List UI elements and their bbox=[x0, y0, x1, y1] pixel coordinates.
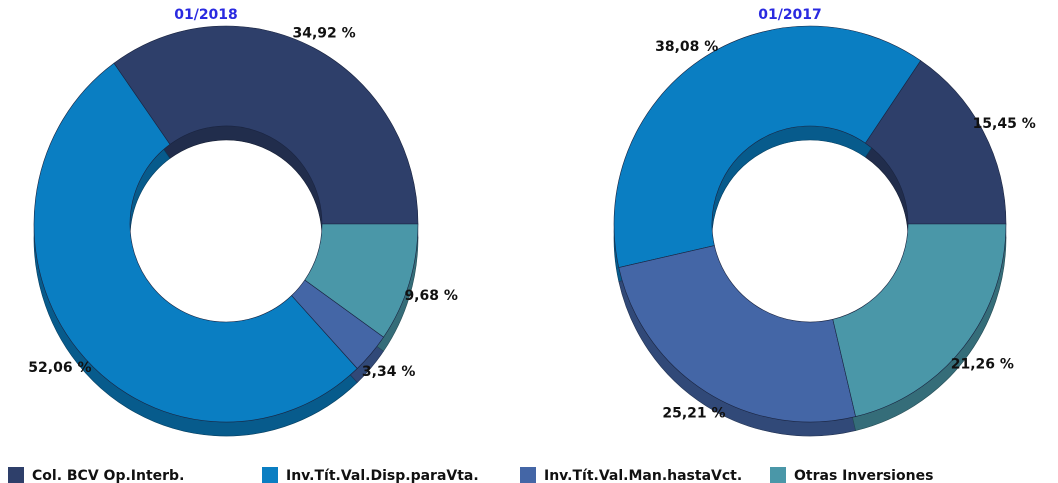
slice bbox=[618, 245, 856, 423]
slice bbox=[864, 60, 1007, 225]
slice bbox=[304, 223, 419, 338]
legend-label: Otras Inversiones bbox=[794, 468, 933, 483]
data-label: 21,26 % bbox=[951, 356, 1014, 372]
legend-swatch bbox=[8, 467, 24, 483]
legend-swatch bbox=[520, 467, 536, 483]
data-label: 15,45 % bbox=[973, 116, 1036, 132]
data-label: 34,92 % bbox=[293, 26, 356, 42]
data-label: 25,21 % bbox=[662, 406, 725, 422]
slice bbox=[113, 25, 419, 225]
legend-label: Inv.Tít.Val.Disp.paraVta. bbox=[286, 468, 479, 483]
data-label: 9,68 % bbox=[404, 288, 457, 304]
legend-swatch bbox=[262, 467, 278, 483]
legend-swatch bbox=[770, 467, 786, 483]
slice bbox=[613, 25, 922, 268]
data-label: 3,34 % bbox=[362, 364, 415, 380]
data-label: 38,08 % bbox=[655, 39, 718, 55]
slice bbox=[33, 62, 358, 423]
chart-title: 01/2018 bbox=[174, 7, 238, 23]
slice bbox=[832, 223, 1007, 417]
chart-title: 01/2017 bbox=[758, 7, 822, 23]
legend-label: Inv.Tít.Val.Man.hastaVct. bbox=[544, 468, 742, 483]
data-label: 52,06 % bbox=[28, 360, 91, 376]
legend-label: Col. BCV Op.Interb. bbox=[32, 468, 184, 483]
